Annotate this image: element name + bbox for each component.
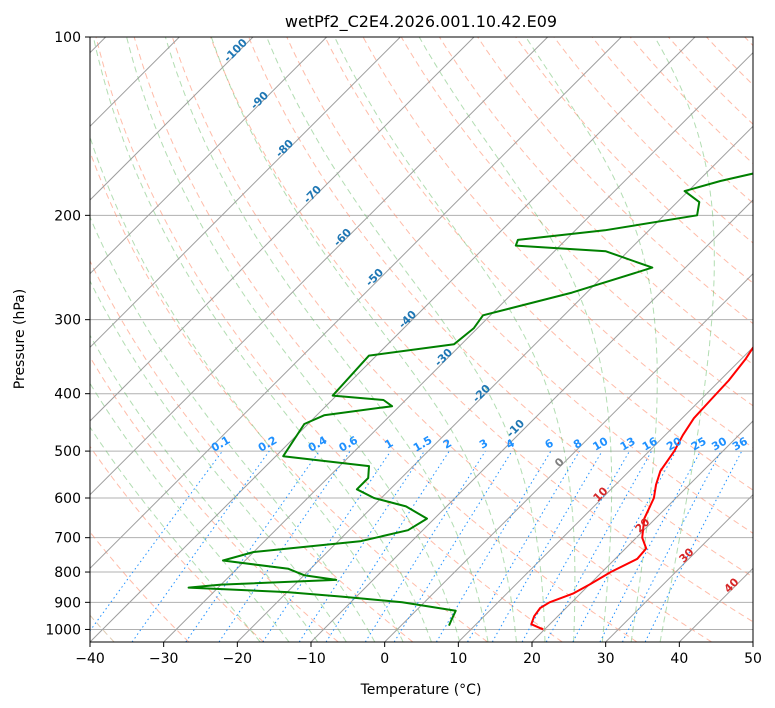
x-tick-label: 50	[744, 651, 762, 667]
isotherm-line	[531, 420, 753, 642]
moist-adiabat-line	[334, 37, 576, 642]
x-tick-label: −40	[75, 651, 105, 667]
mixing-ratio-line	[298, 450, 425, 642]
x-tick-label: 0	[380, 651, 389, 667]
moist-adiabat-line	[90, 215, 376, 642]
x-tick-label: −10	[296, 651, 326, 667]
dry-adiabat-line	[515, 37, 753, 284]
moist-adiabat-line	[654, 37, 715, 642]
y-tick-label: 400	[54, 387, 81, 403]
dry-adiabat-line	[90, 259, 414, 642]
moist-adiabat-line	[525, 37, 658, 642]
temperature-profile-line	[530, 345, 753, 631]
y-tick-label: 1000	[45, 622, 81, 638]
isotherm-line	[163, 51, 753, 642]
mixing-ratio-line	[364, 450, 486, 642]
y-tick-label: 600	[54, 491, 81, 507]
moist-adiabat-line	[418, 37, 613, 642]
mixing-ratio-line	[325, 450, 450, 642]
y-tick-label: 900	[54, 595, 81, 611]
x-tick-label: 20	[523, 651, 541, 667]
isotherm-line	[310, 199, 753, 642]
x-tick-label: 10	[449, 651, 467, 667]
x-tick-label: 40	[670, 651, 688, 667]
dry-adiabat-line	[90, 445, 264, 642]
moist-adiabat-line	[164, 37, 489, 642]
mixing-ratio-line	[393, 450, 513, 642]
isotherm-line	[90, 37, 549, 496]
x-tick-label: −20	[223, 651, 253, 667]
mixing-ratio-line	[262, 450, 392, 642]
background-lines	[90, 37, 753, 642]
y-tick-label: 100	[54, 30, 81, 46]
isotherm-line	[605, 493, 753, 642]
x-tick-label: 30	[597, 651, 615, 667]
isotherm-line	[236, 125, 753, 642]
y-tick-label: 300	[54, 313, 81, 329]
isotherm-line	[90, 37, 475, 422]
moist-adiabat-line	[126, 37, 461, 642]
isotherm-line	[90, 37, 401, 349]
isotherm-line	[752, 641, 753, 642]
dry-adiabat-line	[324, 37, 753, 491]
mixing-ratio-line	[599, 450, 701, 642]
dewpoint-profile-line	[187, 172, 753, 626]
mixing-ratio-line	[467, 450, 580, 642]
isotherm-line	[90, 37, 328, 275]
moist-adiabat-line	[90, 382, 290, 642]
mixing-ratio-line	[435, 450, 552, 642]
x-axis: −40 −30 −20 −10 0 10 20 30 40 50	[75, 642, 762, 667]
isotherm-line	[90, 37, 254, 201]
isotherm-line	[384, 272, 753, 642]
dry-adiabat-line	[248, 37, 753, 578]
mixing-ratio-line	[218, 450, 351, 642]
moist-adiabat-line	[92, 37, 432, 642]
moist-adiabat-line	[210, 37, 517, 642]
sounding-series	[187, 172, 753, 631]
moist-adiabat-line	[266, 37, 546, 642]
y-axis: 100 200 300 400 500 600 700 800 900 1000	[45, 30, 90, 638]
moist-adiabat-line	[90, 334, 319, 642]
y-axis-label: Pressure (hPa)	[12, 289, 28, 389]
y-tick-label: 200	[54, 208, 81, 224]
chart-title: wetPf2_C2E4.2026.001.10.42.E09	[285, 12, 557, 32]
y-tick-label: 500	[54, 444, 81, 460]
x-axis-label: Temperature (°C)	[360, 682, 482, 698]
isotherm-line	[90, 37, 696, 642]
dry-adiabat-line	[95, 37, 563, 642]
dry-adiabat-line	[171, 37, 712, 642]
x-tick-label: −30	[149, 651, 179, 667]
moist-adiabat-line	[90, 426, 261, 642]
isotherm-line	[90, 37, 622, 570]
dry-adiabat-line	[286, 37, 753, 534]
plot-frame	[89, 36, 754, 643]
y-tick-label: 800	[54, 565, 81, 581]
dry-adiabat-line	[210, 37, 753, 623]
mixing-ratio-line	[185, 450, 320, 642]
y-tick-label: 700	[54, 531, 81, 547]
isotherm-line	[457, 346, 753, 642]
mixing-ratio-line	[572, 450, 677, 642]
moist-adiabat-line	[90, 135, 404, 642]
